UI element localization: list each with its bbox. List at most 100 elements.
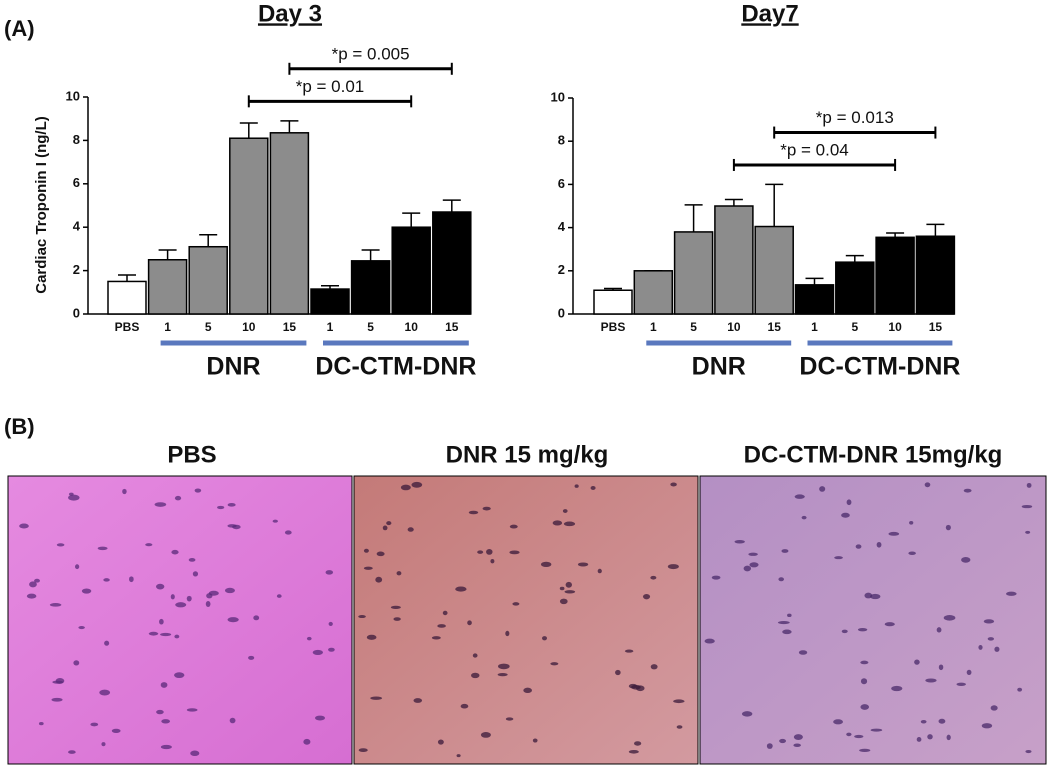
y-tick-label: 0	[73, 305, 80, 320]
nucleus	[26, 593, 37, 599]
nucleus	[564, 590, 576, 594]
nucleus	[229, 717, 236, 724]
nucleus	[460, 703, 469, 709]
nucleus	[559, 586, 565, 591]
x-tick-label: 5	[367, 320, 374, 334]
nucleus	[888, 531, 900, 536]
nucleus	[628, 749, 639, 754]
nucleus	[924, 482, 931, 488]
chart-title: Day 3	[258, 0, 322, 27]
nucleus	[156, 709, 164, 715]
nucleus	[386, 521, 392, 526]
nucleus	[170, 594, 175, 600]
bar	[835, 261, 875, 315]
nucleus	[1006, 591, 1017, 596]
nucleus	[938, 718, 946, 724]
nucleus	[577, 562, 589, 567]
x-tick-label: 5	[205, 320, 212, 334]
nucleus	[642, 593, 651, 600]
nucleus	[498, 663, 510, 670]
nucleus	[860, 704, 870, 710]
bar	[229, 137, 269, 315]
nucleus	[19, 523, 29, 529]
nucleus	[916, 737, 922, 742]
nucleus	[442, 610, 448, 616]
x-tick-label: 10	[727, 320, 741, 334]
nucleus	[186, 595, 192, 602]
bar	[673, 231, 714, 315]
x-tick-label: 1	[327, 320, 334, 334]
nucleus	[400, 484, 411, 491]
nucleus	[467, 620, 472, 626]
bar	[188, 245, 228, 315]
nucleus	[303, 738, 311, 745]
nucleus	[833, 719, 843, 725]
nucleus	[284, 530, 292, 535]
histology-image	[699, 475, 1047, 765]
p-value: *p = 0.013	[816, 108, 894, 127]
nucleus	[325, 570, 334, 575]
nucleus	[938, 664, 944, 671]
nucleus	[590, 485, 596, 490]
nucleus	[472, 653, 478, 658]
bar	[794, 284, 835, 315]
bar	[593, 289, 633, 315]
x-tick-label: 15	[445, 320, 459, 334]
x-tick-label: 15	[283, 320, 297, 334]
nucleus	[711, 575, 721, 580]
nucleus	[437, 739, 444, 745]
nucleus	[749, 562, 759, 568]
nucleus	[390, 605, 401, 609]
nucleus	[559, 598, 568, 605]
nucleus	[471, 672, 480, 679]
nucleus	[375, 576, 383, 583]
bar	[915, 235, 956, 315]
nucleus	[74, 564, 80, 570]
nucleus	[156, 583, 165, 590]
nucleus	[860, 660, 869, 665]
nucleus	[1025, 749, 1032, 754]
nucleus	[34, 578, 40, 583]
nucleus	[870, 593, 881, 600]
bar	[714, 205, 754, 315]
nucleus	[966, 669, 972, 675]
nucleus	[963, 488, 972, 493]
nucleus	[396, 571, 402, 576]
nucleus	[1026, 482, 1032, 488]
nucleus	[81, 588, 92, 594]
x-tick-label: 10	[888, 320, 902, 334]
nucleus	[574, 484, 579, 488]
group-label: DC-CTM-DNR	[315, 353, 476, 381]
nucleus	[68, 494, 80, 501]
nucleus	[1017, 687, 1023, 692]
y-tick-label: 0	[558, 305, 565, 320]
nucleus	[741, 711, 753, 717]
nucleus	[38, 722, 44, 726]
nucleus	[734, 540, 745, 544]
nucleus	[160, 682, 168, 688]
nucleus	[704, 638, 715, 644]
nucleus	[90, 722, 99, 727]
nucleus	[542, 636, 548, 641]
nucleus	[819, 486, 826, 492]
nucleus	[111, 728, 121, 733]
y-tick-label: 2	[558, 262, 565, 277]
nucleus	[956, 682, 966, 687]
nucleus	[920, 720, 927, 724]
nucleus	[370, 696, 383, 700]
nucleus	[597, 568, 602, 574]
nucleus	[782, 629, 792, 635]
nucleus	[927, 734, 933, 740]
x-tick-label: 15	[929, 320, 943, 334]
nucleus	[509, 550, 520, 555]
p-value: *p = 0.005	[332, 44, 410, 63]
bar	[107, 280, 147, 315]
nucleus	[978, 644, 983, 650]
nucleus	[981, 723, 993, 729]
nucleus	[859, 748, 871, 753]
nucleus	[870, 728, 883, 732]
nucleus	[841, 629, 848, 634]
chart-title: Day7	[741, 0, 798, 27]
nucleus	[78, 626, 85, 630]
